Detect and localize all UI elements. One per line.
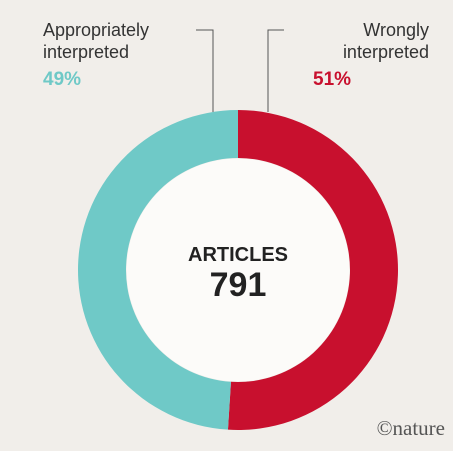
legend-label: Appropriately interpreted	[43, 20, 150, 62]
credit: ©nature	[376, 416, 445, 440]
leader-line	[196, 29, 214, 112]
donut-slice	[78, 110, 238, 430]
legend-label: Wrongly interpreted	[342, 20, 429, 62]
donut-hole	[126, 158, 350, 382]
value-label: 49%	[43, 69, 82, 90]
donut-slice	[227, 110, 399, 430]
center-value: 791	[209, 266, 267, 304]
value-label: 51%	[313, 69, 352, 90]
center-label: ARTICLES	[188, 244, 288, 266]
leader-line	[267, 29, 284, 112]
